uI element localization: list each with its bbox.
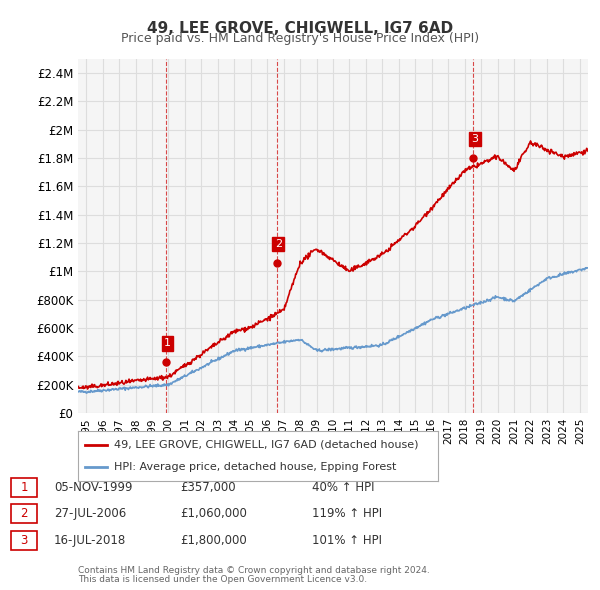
Text: 05-NOV-1999: 05-NOV-1999 xyxy=(54,481,133,494)
Text: 27-JUL-2006: 27-JUL-2006 xyxy=(54,507,126,520)
Text: 3: 3 xyxy=(472,134,479,144)
Text: £1,060,000: £1,060,000 xyxy=(180,507,247,520)
Text: 119% ↑ HPI: 119% ↑ HPI xyxy=(312,507,382,520)
Text: 1: 1 xyxy=(164,338,171,348)
Text: This data is licensed under the Open Government Licence v3.0.: This data is licensed under the Open Gov… xyxy=(78,575,367,584)
Text: 2: 2 xyxy=(20,507,28,520)
Text: £357,000: £357,000 xyxy=(180,481,236,494)
Text: Contains HM Land Registry data © Crown copyright and database right 2024.: Contains HM Land Registry data © Crown c… xyxy=(78,566,430,575)
Text: £1,800,000: £1,800,000 xyxy=(180,534,247,547)
Text: 40% ↑ HPI: 40% ↑ HPI xyxy=(312,481,374,494)
Text: 49, LEE GROVE, CHIGWELL, IG7 6AD (detached house): 49, LEE GROVE, CHIGWELL, IG7 6AD (detach… xyxy=(114,440,419,450)
Text: 1: 1 xyxy=(20,481,28,494)
Text: HPI: Average price, detached house, Epping Forest: HPI: Average price, detached house, Eppi… xyxy=(114,462,397,472)
Text: 3: 3 xyxy=(20,534,28,547)
Text: Price paid vs. HM Land Registry's House Price Index (HPI): Price paid vs. HM Land Registry's House … xyxy=(121,32,479,45)
Text: 101% ↑ HPI: 101% ↑ HPI xyxy=(312,534,382,547)
Text: 16-JUL-2018: 16-JUL-2018 xyxy=(54,534,126,547)
Text: 2: 2 xyxy=(275,239,282,249)
Text: 49, LEE GROVE, CHIGWELL, IG7 6AD: 49, LEE GROVE, CHIGWELL, IG7 6AD xyxy=(147,21,453,35)
